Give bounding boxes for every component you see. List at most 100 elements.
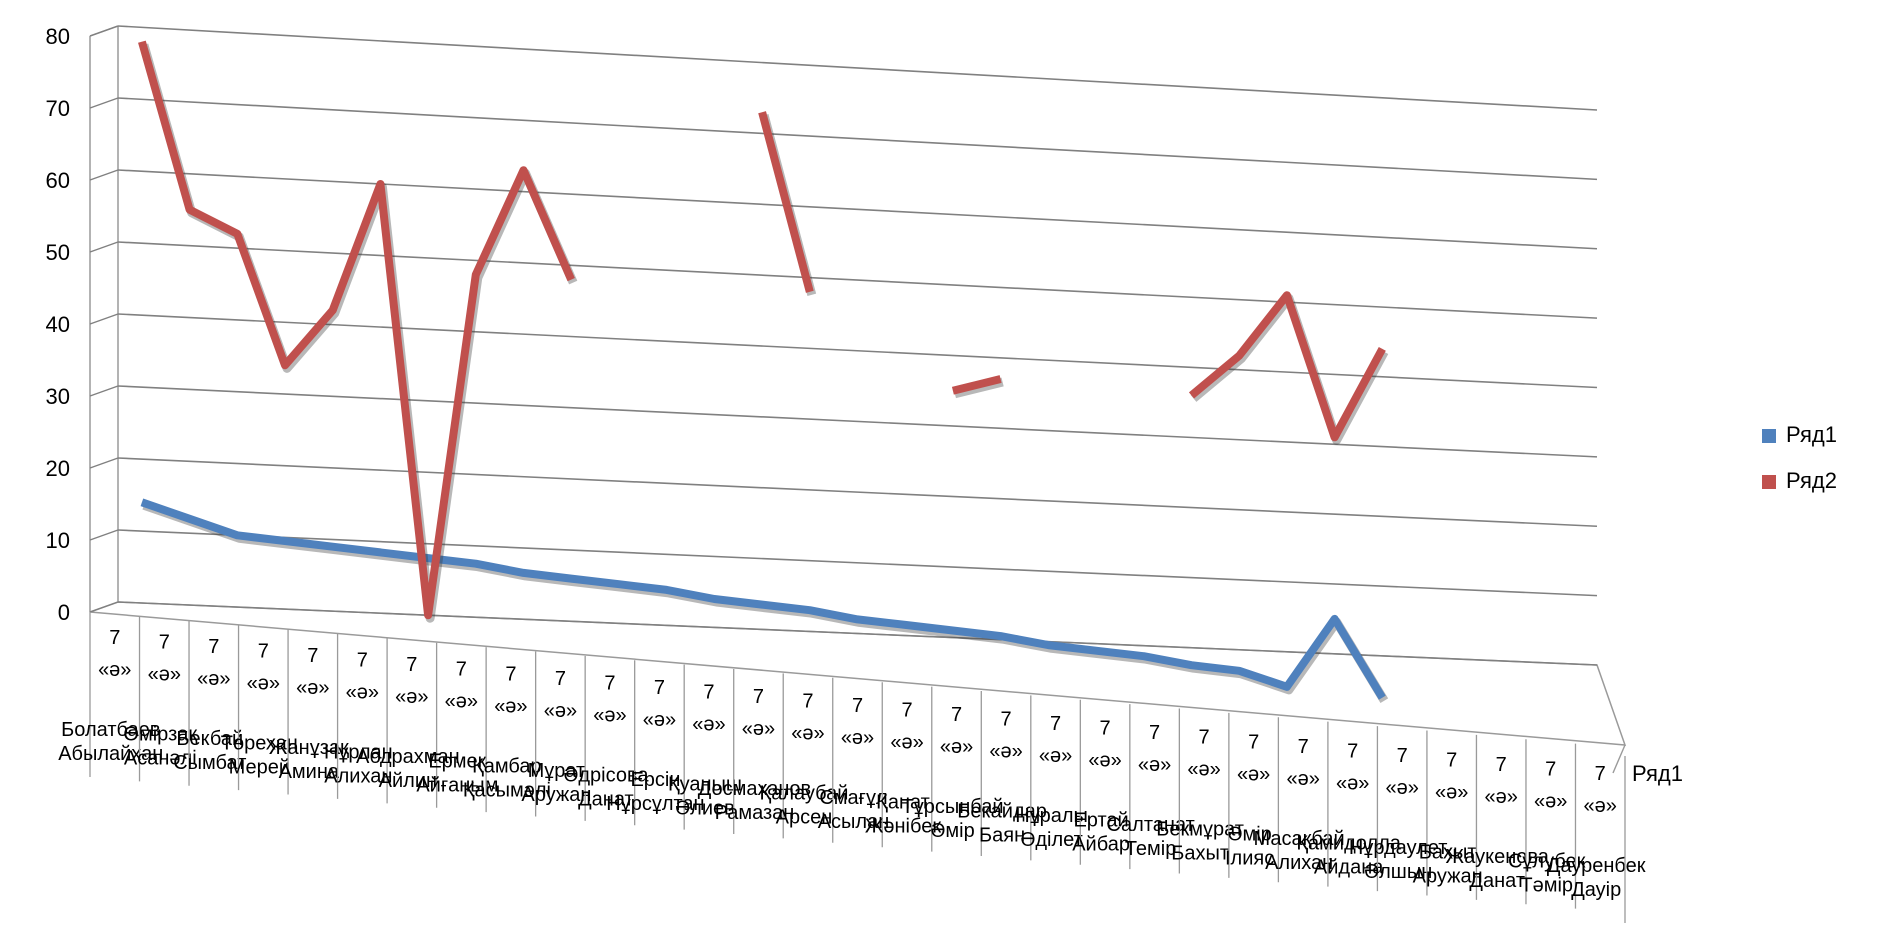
depth-axis: Ряд1 bbox=[1612, 744, 1683, 786]
category-class-letter: «ә» bbox=[692, 713, 725, 735]
category-surname: Ертай bbox=[1073, 810, 1128, 832]
category-given-name: Данат bbox=[1469, 870, 1525, 892]
category-given-name: Алихан bbox=[1265, 852, 1333, 874]
category-class-letter: «ә» bbox=[593, 704, 626, 726]
category-class-letter: «ә» bbox=[940, 736, 973, 758]
legend-item: Ряд1 bbox=[1762, 422, 1837, 447]
gridline bbox=[117, 601, 1598, 666]
gridline-side bbox=[89, 241, 119, 253]
category-class-number: 7 bbox=[1248, 731, 1259, 753]
y-tick-label: 70 bbox=[46, 96, 70, 121]
category-surname: Әдрісова bbox=[563, 764, 649, 786]
category-given-name: Сымбат bbox=[173, 752, 246, 774]
category-surname: Ермек bbox=[428, 751, 486, 773]
category-surname: Бекайдар bbox=[957, 801, 1047, 823]
category-class-number: 7 bbox=[1496, 754, 1507, 776]
category-class-letter: «ә» bbox=[544, 700, 577, 722]
category-class-letter: «ә» bbox=[197, 668, 230, 690]
legend-swatch bbox=[1762, 475, 1776, 489]
category-class-letter: «ә» bbox=[98, 659, 131, 681]
category-given-name: Мерей bbox=[229, 757, 290, 779]
category-class-letter: «ә» bbox=[1485, 786, 1518, 808]
category-class-number: 7 bbox=[159, 632, 170, 654]
gridline bbox=[117, 169, 1598, 250]
category-given-name: Баян bbox=[979, 825, 1025, 847]
category-class-letter: «ә» bbox=[395, 686, 428, 708]
category-class-letter: «ә» bbox=[247, 673, 280, 695]
category-given-name: Қасымәлі bbox=[463, 779, 551, 801]
depth-axis-label: Ряд1 bbox=[1632, 761, 1683, 786]
category-surname: Төрехан bbox=[221, 733, 298, 755]
category-given-name: Әлшын bbox=[1364, 861, 1432, 883]
category-class-letter: «ә» bbox=[742, 718, 775, 740]
category-class-number: 7 bbox=[901, 700, 912, 722]
category-class-letter: «ә» bbox=[148, 664, 181, 686]
category-class-letter: «ә» bbox=[346, 682, 379, 704]
category-class-number: 7 bbox=[1595, 763, 1606, 785]
category-given-name: Айбар bbox=[1072, 834, 1130, 856]
category-class-letter: «ә» bbox=[791, 722, 824, 744]
category-surname: Тұрсынбай bbox=[902, 796, 1004, 818]
gridline-side bbox=[89, 601, 119, 613]
category-class-letter: «ә» bbox=[890, 732, 923, 754]
category-given-name: Амина bbox=[279, 761, 340, 783]
category-surname: Сұлубек bbox=[1508, 850, 1586, 872]
category-given-name: Аружан bbox=[521, 784, 591, 806]
gridline-side bbox=[89, 25, 119, 37]
category-class-letter: «ә» bbox=[841, 727, 874, 749]
category-surname: Бахыт bbox=[1419, 841, 1477, 863]
category-surname: Смағұл bbox=[819, 787, 887, 809]
category-surname: Дауренбек bbox=[1547, 855, 1646, 877]
category-class-letter: «ә» bbox=[643, 709, 676, 731]
category-given-name: Нұрсұлтан bbox=[606, 793, 704, 815]
category-surname: Салтанат bbox=[1106, 814, 1194, 836]
gridline-side bbox=[89, 97, 119, 109]
category-given-name: Әмір bbox=[930, 820, 974, 842]
y-tick-label: 20 bbox=[46, 456, 70, 481]
legend-label: Ряд2 bbox=[1786, 468, 1837, 493]
series-line bbox=[140, 498, 1386, 700]
category-class-number: 7 bbox=[753, 686, 764, 708]
category-class-letter: «ә» bbox=[1385, 777, 1418, 799]
category-class-number: 7 bbox=[357, 650, 368, 672]
legend-swatch bbox=[1762, 429, 1776, 443]
category-class-number: 7 bbox=[1298, 736, 1309, 758]
legend-item: Ряд2 bbox=[1762, 468, 1837, 493]
series-1 bbox=[140, 498, 1389, 704]
category-surname: Қалаубай bbox=[760, 782, 849, 804]
category-given-name: Әлиев bbox=[675, 797, 735, 819]
category-class-letter: «ә» bbox=[1138, 754, 1171, 776]
gridline-side bbox=[89, 457, 119, 469]
category-class-number: 7 bbox=[1050, 713, 1061, 735]
y-tick-label: 50 bbox=[46, 240, 70, 265]
category-surname: Жаукенова bbox=[1446, 846, 1550, 868]
category-class-number: 7 bbox=[1545, 758, 1556, 780]
gridline bbox=[117, 313, 1598, 389]
series-line bbox=[138, 40, 575, 620]
category-class-number: 7 bbox=[654, 677, 665, 699]
category-given-name: Айдана bbox=[1314, 856, 1384, 878]
chart-walls bbox=[89, 25, 1627, 746]
category-given-name: Абылайхан bbox=[58, 743, 163, 765]
category-given-name: Айғаным bbox=[416, 775, 498, 797]
category-class-letter: «ә» bbox=[1237, 763, 1270, 785]
category-given-name: Аружан bbox=[1413, 865, 1483, 887]
gridline-side bbox=[89, 169, 119, 181]
y-tick-label: 30 bbox=[46, 384, 70, 409]
